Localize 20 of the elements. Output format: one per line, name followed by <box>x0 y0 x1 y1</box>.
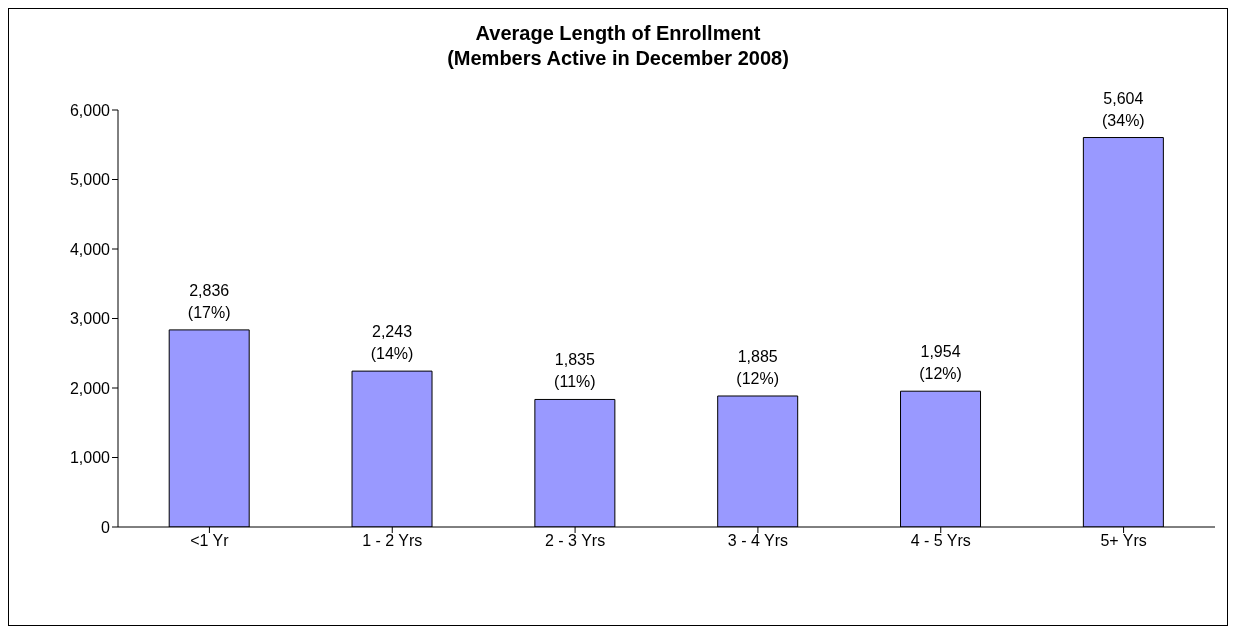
data-label: 1,954 (12%) <box>919 343 962 383</box>
x-tick-label: 1 - 2 Yrs <box>362 532 423 550</box>
y-tick-label: 5,000 <box>69 171 111 189</box>
data-label: 2,836 (17%) <box>187 281 231 321</box>
x-tick-label: 5+ Yrs <box>1100 532 1147 550</box>
y-tick-label: 3,000 <box>69 310 111 328</box>
y-tick-label: 2,000 <box>69 379 111 397</box>
x-tick-label: 4 - 5 Yrs <box>910 532 971 550</box>
y-tick-label: 0 <box>101 518 111 536</box>
y-tick-label: 6,000 <box>69 101 111 119</box>
x-tick-label: 3 - 4 Yrs <box>727 532 788 550</box>
data-label: 5,604 (34%) <box>1102 89 1145 129</box>
data-label: 2,243 (14%) <box>370 323 414 363</box>
y-tick-label: 4,000 <box>69 240 111 258</box>
y-tick-label: 1,000 <box>69 449 111 467</box>
data-label: 1,835 (11%) <box>554 351 596 391</box>
chart-title: Average Length of Enrollment (Members Active in December 2008) <box>446 21 790 71</box>
data-label: 1,885 (12%) <box>736 347 780 387</box>
x-tick-label: <1 Yr <box>190 532 230 550</box>
x-tick-label: 2 - 3 Yrs <box>545 532 606 550</box>
